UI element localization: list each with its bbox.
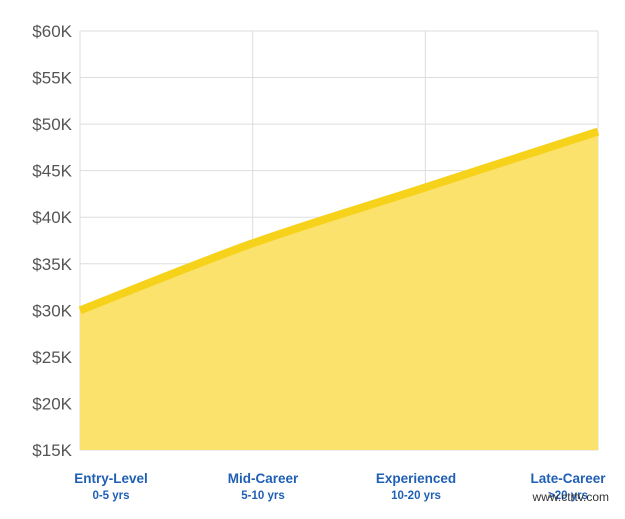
x-category-label: Experienced: [376, 471, 456, 486]
x-category-sublabel: 10-20 yrs: [391, 490, 441, 502]
y-tick-label: $55K: [32, 69, 72, 88]
y-tick-label: $25K: [32, 348, 72, 367]
y-tick-label: $35K: [32, 255, 72, 274]
watermark-text: www.ctrtv.com: [532, 490, 609, 504]
x-axis-categories: Entry-Level 0-5 yrs Mid-Career 5-10 yrs Expe…: [74, 471, 606, 502]
y-tick-label: $20K: [32, 394, 72, 413]
y-axis-ticks: $15K $20K $25K $30K $35K $40K $45K $50K $55K $60K: [32, 22, 72, 460]
y-tick-label: $50K: [32, 115, 72, 134]
x-category-sublabel: 5-10 yrs: [241, 490, 284, 502]
y-tick-label: $60K: [32, 22, 72, 41]
line-layer: [78, 127, 600, 315]
y-tick-label: $15K: [32, 441, 72, 460]
x-category-label: Entry-Level: [74, 471, 148, 486]
series-area: [80, 131, 598, 450]
y-tick-label: $40K: [32, 208, 72, 227]
y-tick-label: $30K: [32, 301, 72, 320]
y-tick-label: $45K: [32, 162, 72, 181]
x-category-sublabel: 0-5 yrs: [92, 490, 129, 502]
x-category-sublabel: >20 yrs: [548, 490, 588, 502]
area-layer: [80, 131, 598, 450]
x-category-label: Mid-Career: [228, 471, 299, 486]
x-category-label: Late-Career: [530, 471, 606, 486]
series-line: [78, 127, 600, 315]
